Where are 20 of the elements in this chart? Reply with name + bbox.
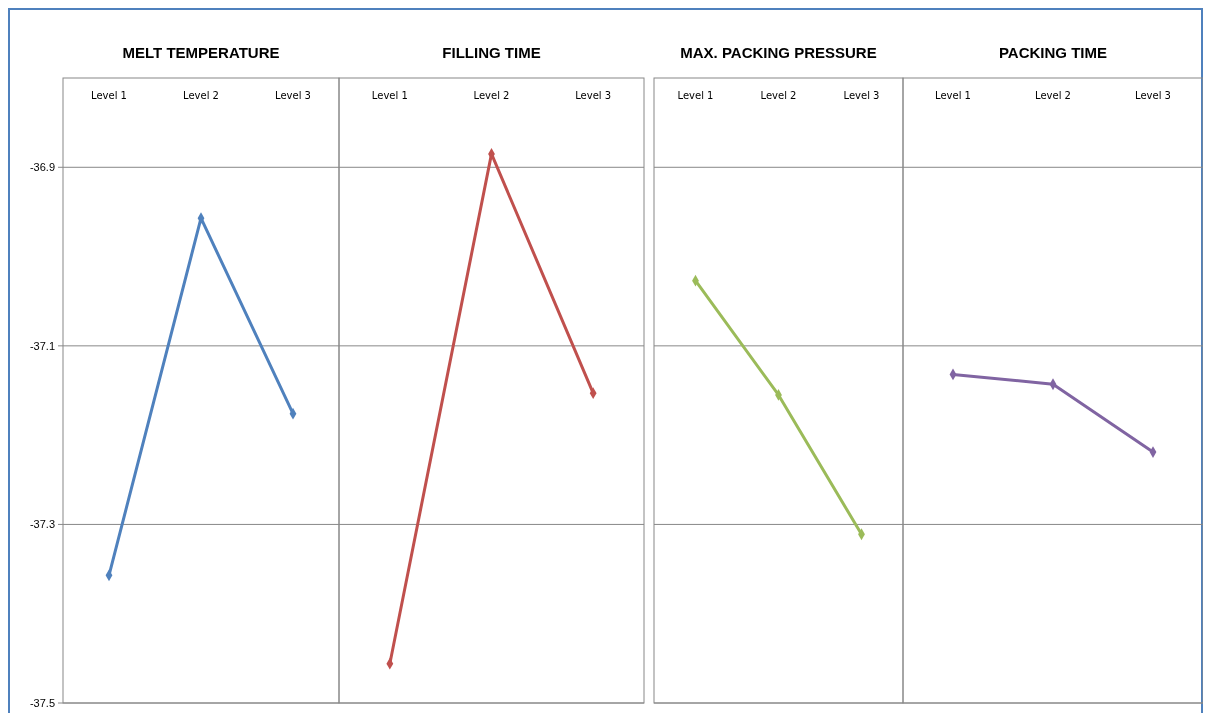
chart-title: MAX. PACKING PRESSURE: [680, 44, 877, 61]
chart-title: PACKING TIME: [998, 44, 1108, 61]
x-tick-label: Level 1: [91, 90, 127, 101]
x-tick-label: Level 1: [371, 90, 408, 101]
chart-title: MELT TEMPERATURE: [122, 44, 280, 61]
y-tick-label: -37.1: [29, 339, 55, 352]
x-tick-label: Level 2: [1035, 90, 1071, 101]
x-tick-label: Level 3: [843, 90, 880, 101]
x-tick-label: Level 3: [275, 90, 311, 101]
x-tick-label: Level 3: [575, 90, 612, 101]
chart-title: FILLING TIME: [442, 44, 541, 61]
y-tick-label: -36.9: [29, 161, 55, 174]
x-tick-label: Level 2: [760, 90, 797, 101]
y-tick-label: -37.5: [29, 696, 55, 709]
x-tick-label: Level 3: [1135, 90, 1171, 101]
y-tick-label: -37.3: [29, 518, 55, 531]
x-tick-label: Level 1: [677, 90, 714, 101]
x-tick-label: Level 2: [473, 90, 510, 101]
x-tick-label: Level 1: [935, 90, 971, 101]
x-tick-label: Level 2: [183, 90, 219, 101]
